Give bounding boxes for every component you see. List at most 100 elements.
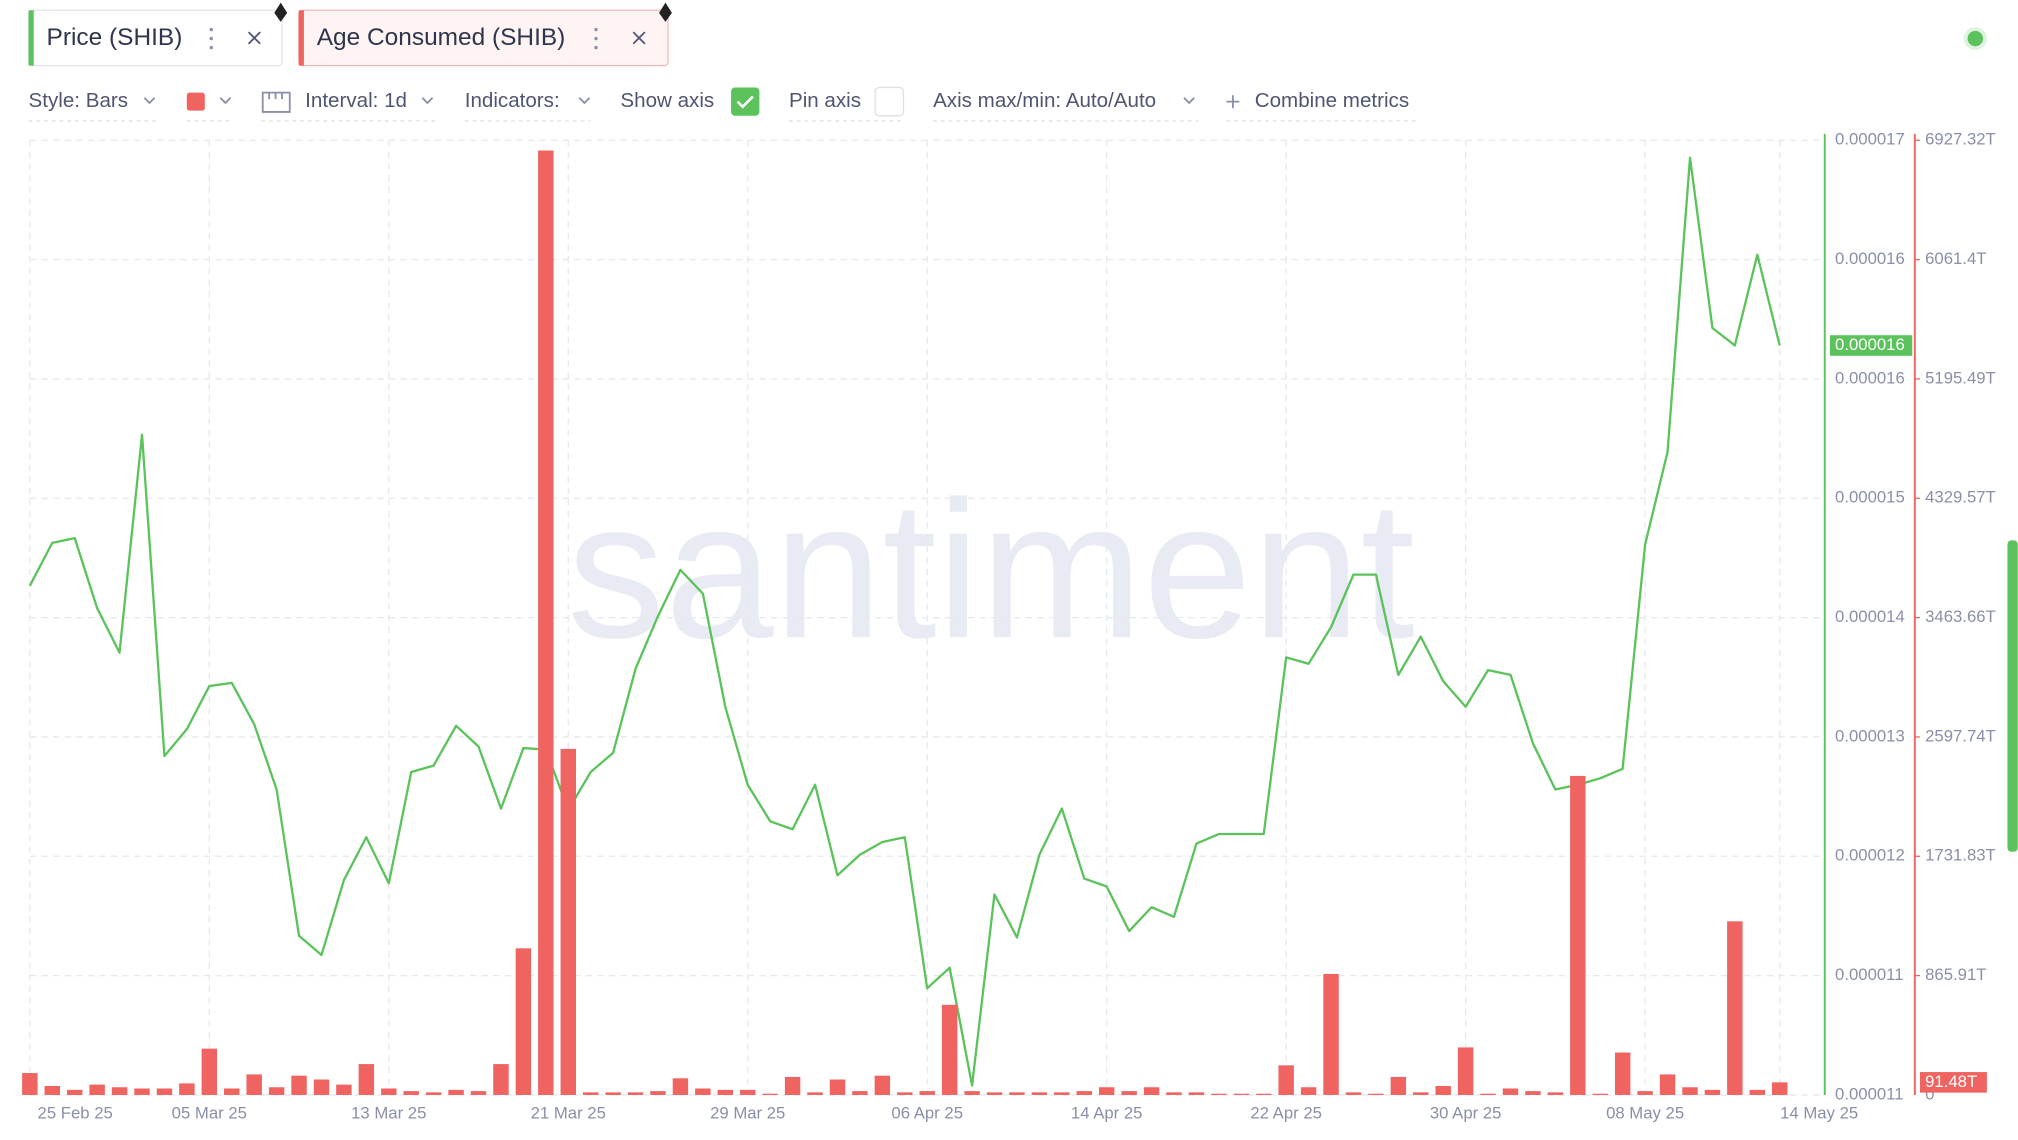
- indicators-select[interactable]: Indicators:: [465, 89, 560, 112]
- bar: [1233, 1093, 1250, 1095]
- bar: [515, 948, 532, 1095]
- chevron: [219, 97, 232, 105]
- y2-tick-label: 1731.83T: [1925, 846, 1996, 865]
- watermark: santiment: [567, 461, 1415, 679]
- bar: [246, 1074, 262, 1095]
- bar: [740, 1089, 756, 1095]
- style-select[interactable]: Style: Bars: [29, 89, 128, 112]
- bar: [224, 1088, 240, 1095]
- x-tick-label: 06 Apr 25: [891, 1104, 963, 1123]
- bar: [1098, 1087, 1115, 1095]
- close-icon[interactable]: [632, 31, 646, 45]
- y2-tick-label: 0: [1925, 1084, 1934, 1103]
- y-tick-label: 0.000013: [1835, 726, 1905, 745]
- bar: [358, 1064, 375, 1095]
- y2-tick-label: 865.91T: [1925, 965, 1986, 984]
- interval-icon: [261, 91, 291, 113]
- x-tick-label: 14 Apr 25: [1071, 1104, 1143, 1123]
- y-tick-label: 0.000017: [1835, 130, 1905, 149]
- bar: [1614, 1052, 1631, 1095]
- color-swatch[interactable]: [186, 92, 205, 111]
- bar: [919, 1091, 935, 1095]
- bar: [762, 1093, 778, 1095]
- bar: [268, 1087, 285, 1095]
- bar: [1457, 1047, 1474, 1095]
- price-line: [28, 156, 1781, 1087]
- bar: [874, 1075, 891, 1095]
- y-tick-label: 0.000016: [1835, 249, 1905, 268]
- bar: [852, 1091, 868, 1095]
- tab-marker: [28, 10, 34, 66]
- menu-icon[interactable]: [209, 27, 213, 50]
- bar: [1570, 775, 1586, 1095]
- y2-tick-label: 2597.74T: [1925, 726, 1996, 745]
- bar: [179, 1083, 195, 1095]
- bar: [1278, 1065, 1294, 1095]
- pin-axis-label: Pin axis: [789, 89, 861, 112]
- bar: [1592, 1093, 1608, 1095]
- close-icon[interactable]: [247, 31, 261, 45]
- bar: [1188, 1092, 1205, 1095]
- bar: [1031, 1092, 1048, 1095]
- status-dot: [1967, 30, 1984, 47]
- plus-icon: [1226, 95, 1240, 109]
- bar: [538, 150, 554, 1095]
- bar: [717, 1089, 734, 1095]
- pin-axis-checkbox[interactable]: [874, 86, 905, 117]
- bar: [1659, 1074, 1676, 1095]
- tab-marker: [298, 10, 304, 66]
- x-tick-label: 30 Apr 25: [1430, 1104, 1502, 1123]
- bar: [1413, 1092, 1429, 1095]
- scroll-handle[interactable]: [2007, 540, 2018, 852]
- axis-range-select[interactable]: Axis max/min: Auto/Auto: [933, 89, 1156, 112]
- bar: [111, 1087, 128, 1095]
- bar: [1772, 1082, 1788, 1095]
- bar: [986, 1092, 1003, 1095]
- bar: [941, 1004, 958, 1095]
- bar: [1054, 1092, 1070, 1095]
- bar: [1368, 1093, 1384, 1095]
- y2-tick-label: 6061.4T: [1925, 249, 1986, 268]
- bar: [313, 1079, 330, 1095]
- bar: [44, 1086, 60, 1095]
- bar: [582, 1092, 599, 1095]
- x-tick-label: 29 Mar 25: [710, 1104, 785, 1123]
- bar: [784, 1076, 801, 1095]
- combine-button[interactable]: Combine metrics: [1255, 89, 1409, 112]
- bar: [1300, 1087, 1317, 1095]
- x-tick-label: 21 Mar 25: [531, 1104, 606, 1123]
- menu-icon[interactable]: [594, 27, 598, 50]
- bar: [1525, 1091, 1541, 1095]
- bar: [1480, 1093, 1496, 1095]
- bar: [1345, 1092, 1362, 1095]
- bar: [560, 748, 576, 1095]
- y-tick-label: 0.000015: [1835, 488, 1905, 507]
- bar: [605, 1092, 621, 1095]
- tab[interactable]: [298, 9, 669, 67]
- chevron: [143, 97, 156, 105]
- bar: [1547, 1092, 1564, 1095]
- bar: [403, 1091, 419, 1095]
- bar: [381, 1088, 397, 1095]
- interval-select[interactable]: Interval: 1d: [305, 89, 407, 112]
- bar: [66, 1089, 83, 1095]
- bar: [201, 1048, 218, 1095]
- bar: [448, 1089, 464, 1095]
- show-axis-checkbox[interactable]: [731, 87, 760, 116]
- x-tick-label: 13 Mar 25: [351, 1104, 426, 1123]
- y-tick-label: 0.000011: [1835, 1084, 1903, 1103]
- bar: [1009, 1092, 1025, 1095]
- last-value-tag: [1919, 1072, 1987, 1093]
- bar: [695, 1088, 711, 1095]
- y-tick-label: 0.000012: [1835, 846, 1905, 865]
- bar: [156, 1088, 173, 1095]
- bar: [807, 1092, 823, 1095]
- bar: [291, 1075, 307, 1095]
- bar: [1256, 1093, 1272, 1095]
- check: [736, 95, 754, 109]
- bar: [493, 1064, 509, 1095]
- chevron: [421, 97, 434, 105]
- last-value-label: 0.000016: [1835, 335, 1905, 354]
- x-tick-label: 25 Feb 25: [38, 1104, 113, 1123]
